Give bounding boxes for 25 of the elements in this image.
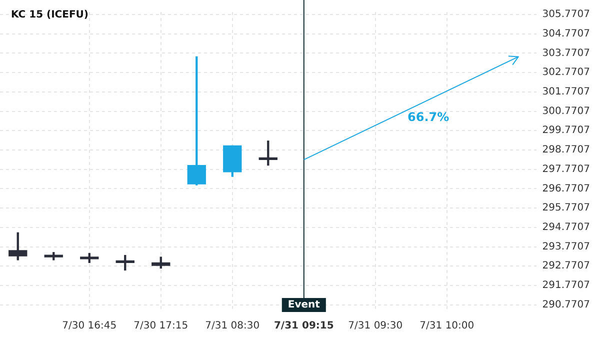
y-tick-label: 298.7707 — [542, 144, 590, 156]
y-tick-label: 294.7707 — [542, 222, 590, 233]
y-tick-label: 305.7707 — [542, 9, 590, 20]
x-tick-label: 7/31 10:00 — [420, 320, 474, 332]
y-tick-label: 300.7707 — [542, 106, 590, 117]
chart-title: KC 15 (ICEFU) — [11, 10, 88, 21]
y-tick-label: 297.7707 — [542, 164, 590, 175]
x-tick-label: 7/31 09:30 — [348, 320, 403, 332]
y-tick-label: 292.7707 — [542, 260, 590, 272]
y-tick-label: 293.7707 — [542, 241, 590, 252]
y-tick-label: 301.7707 — [542, 86, 590, 98]
x-tick-label: 7/31 08:30 — [205, 320, 260, 332]
y-tick-label: 295.7707 — [542, 202, 590, 214]
y-tick-label: 304.7707 — [542, 28, 590, 40]
y-tick-label: 302.7707 — [542, 67, 590, 78]
y-tick-label: 291.7707 — [542, 280, 590, 292]
x-tick-label: 7/30 17:15 — [134, 320, 188, 332]
y-tick-label: 296.7707 — [542, 183, 590, 194]
y-tick-label: 290.7707 — [542, 299, 590, 310]
ref-line-label: Event — [288, 300, 320, 311]
x-tick-label: 7/31 09:15 — [274, 320, 334, 332]
x-tick-label: 7/30 16:45 — [62, 320, 117, 332]
annotation: 66.7% — [407, 110, 450, 124]
y-tick-label: 299.7707 — [542, 125, 590, 136]
y-tick-label: 303.7707 — [542, 48, 590, 59]
